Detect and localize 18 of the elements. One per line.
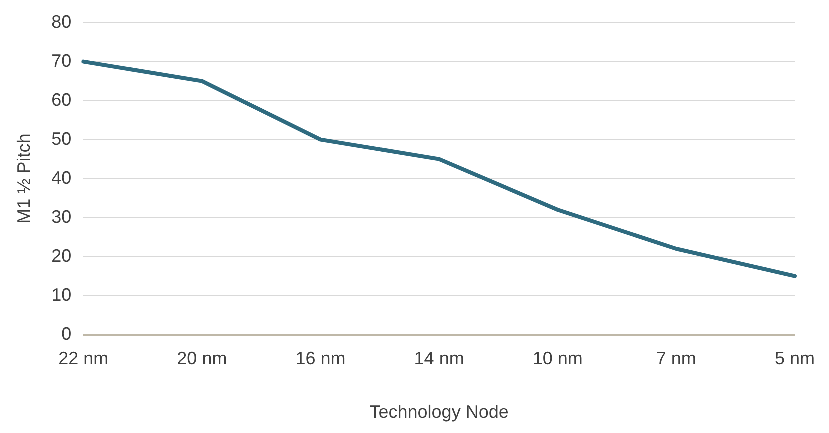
x-tick-label: 16 nm: [296, 348, 346, 369]
y-tick-label: 30: [52, 206, 72, 227]
y-axis-title: M1 ½ Pitch: [14, 134, 34, 224]
y-tick-label: 0: [62, 324, 72, 344]
y-tick-label: 80: [52, 12, 72, 32]
y-tick-label: 40: [52, 168, 72, 188]
y-tick-label: 50: [52, 128, 72, 149]
y-tick-label: 20: [52, 246, 72, 266]
x-tick-label: 22 nm: [58, 348, 109, 369]
x-axis-title: Technology Node: [370, 402, 509, 422]
x-tick-label: 7 nm: [656, 348, 696, 369]
y-tick-label: 60: [52, 90, 72, 110]
x-tick-label: 5 nm: [774, 348, 816, 369]
x-tick-label: 14 nm: [414, 348, 464, 369]
y-tick-label: 10: [52, 284, 72, 305]
x-tick-label: 20 nm: [177, 348, 228, 369]
x-tick-label: 10 nm: [532, 348, 583, 369]
y-tick-label: 70: [52, 50, 72, 71]
